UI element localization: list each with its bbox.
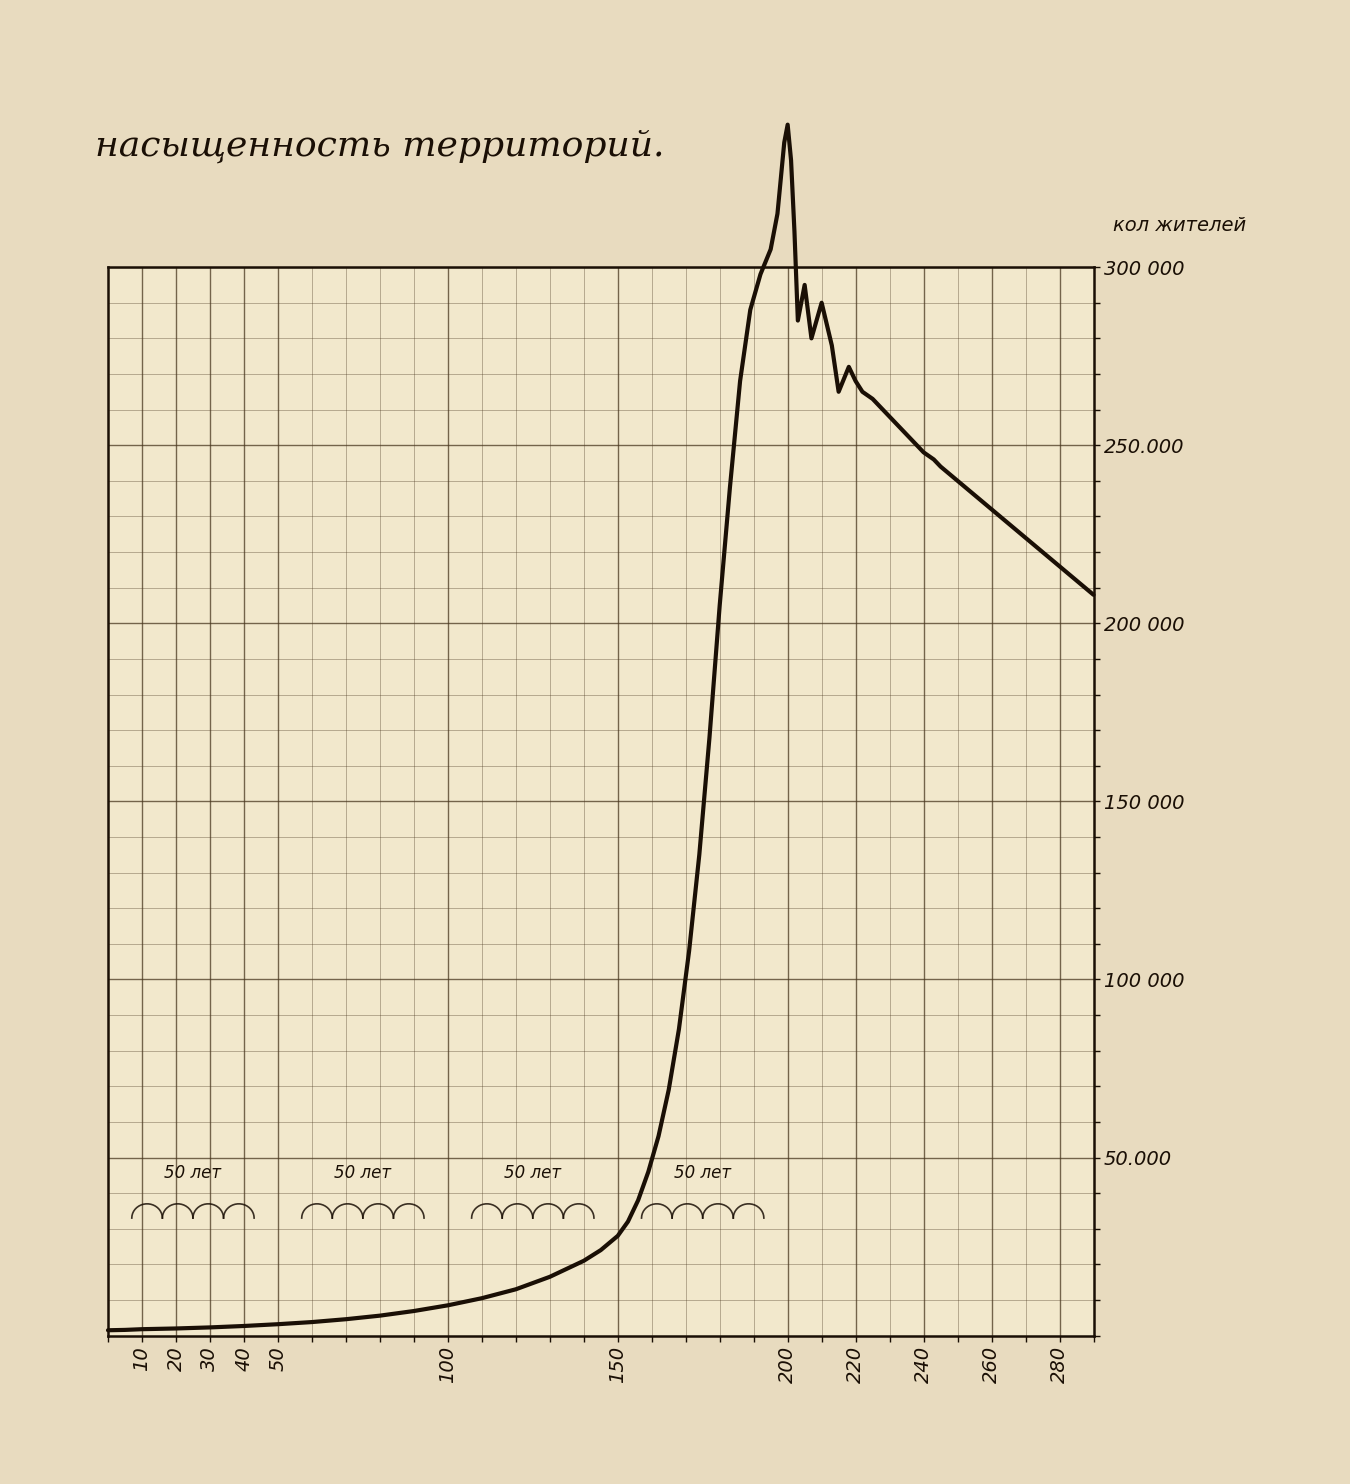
Text: 50 лет: 50 лет <box>505 1165 562 1183</box>
Text: 50 лет: 50 лет <box>165 1165 221 1183</box>
Text: 50 лет: 50 лет <box>335 1165 392 1183</box>
Text: кол жителей: кол жителей <box>1114 217 1246 234</box>
Text: 50 лет: 50 лет <box>674 1165 732 1183</box>
Text: насыщенность территорий.: насыщенность территорий. <box>95 129 664 163</box>
